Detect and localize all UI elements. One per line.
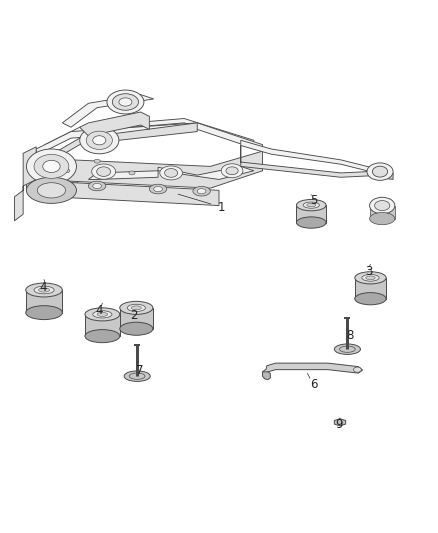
Ellipse shape <box>92 164 116 179</box>
Text: 5: 5 <box>310 194 318 207</box>
Ellipse shape <box>154 187 162 192</box>
Polygon shape <box>53 182 219 206</box>
Polygon shape <box>262 363 363 375</box>
Polygon shape <box>88 171 158 180</box>
Ellipse shape <box>372 166 388 177</box>
Text: 9: 9 <box>335 417 343 431</box>
Text: 4: 4 <box>39 281 46 294</box>
Ellipse shape <box>107 90 144 114</box>
Polygon shape <box>158 166 254 180</box>
Ellipse shape <box>97 167 111 176</box>
Text: 2: 2 <box>131 309 138 322</box>
Ellipse shape <box>34 286 54 294</box>
Ellipse shape <box>366 276 375 280</box>
Ellipse shape <box>165 168 178 177</box>
Ellipse shape <box>124 371 150 382</box>
Ellipse shape <box>85 308 120 321</box>
Ellipse shape <box>362 274 379 281</box>
Ellipse shape <box>34 155 69 179</box>
Polygon shape <box>80 112 149 136</box>
Ellipse shape <box>120 301 153 314</box>
Ellipse shape <box>37 183 66 198</box>
Ellipse shape <box>297 217 326 228</box>
Polygon shape <box>36 123 262 156</box>
Ellipse shape <box>303 202 319 208</box>
Polygon shape <box>53 123 197 160</box>
Ellipse shape <box>355 272 386 284</box>
Ellipse shape <box>370 197 395 214</box>
Ellipse shape <box>374 200 390 211</box>
Ellipse shape <box>127 304 145 311</box>
Ellipse shape <box>26 305 62 320</box>
Ellipse shape <box>226 167 238 175</box>
Polygon shape <box>334 419 346 426</box>
Polygon shape <box>26 290 62 313</box>
Ellipse shape <box>355 293 386 305</box>
Polygon shape <box>241 146 385 177</box>
Polygon shape <box>241 140 385 175</box>
Ellipse shape <box>160 166 183 180</box>
Polygon shape <box>36 151 262 188</box>
Text: 4: 4 <box>95 304 103 317</box>
Ellipse shape <box>129 171 135 175</box>
Polygon shape <box>355 278 386 298</box>
Text: 7: 7 <box>136 364 144 377</box>
Polygon shape <box>120 308 153 329</box>
Ellipse shape <box>113 94 138 110</box>
Ellipse shape <box>80 127 119 154</box>
Text: 3: 3 <box>365 265 373 278</box>
Ellipse shape <box>88 181 106 191</box>
Ellipse shape <box>93 136 106 145</box>
Polygon shape <box>14 147 36 221</box>
Ellipse shape <box>297 199 326 211</box>
Polygon shape <box>26 166 77 190</box>
Ellipse shape <box>193 187 210 196</box>
Ellipse shape <box>26 177 77 204</box>
Ellipse shape <box>221 164 243 177</box>
Ellipse shape <box>64 169 70 173</box>
Ellipse shape <box>94 159 100 163</box>
Ellipse shape <box>119 98 132 106</box>
Ellipse shape <box>334 344 360 354</box>
Ellipse shape <box>120 322 153 335</box>
Ellipse shape <box>370 213 395 225</box>
Polygon shape <box>297 205 326 223</box>
Polygon shape <box>62 94 154 127</box>
Ellipse shape <box>367 163 393 180</box>
Text: 1: 1 <box>217 201 225 214</box>
Ellipse shape <box>26 283 62 297</box>
Ellipse shape <box>85 329 120 343</box>
Polygon shape <box>376 171 393 180</box>
Ellipse shape <box>97 312 108 316</box>
Ellipse shape <box>307 204 316 207</box>
Ellipse shape <box>149 184 167 194</box>
Ellipse shape <box>26 149 77 184</box>
Polygon shape <box>85 314 120 336</box>
Ellipse shape <box>39 288 49 292</box>
Text: 6: 6 <box>310 377 318 391</box>
Polygon shape <box>262 372 270 379</box>
Ellipse shape <box>131 306 141 310</box>
Ellipse shape <box>43 160 60 173</box>
Ellipse shape <box>86 131 113 149</box>
Polygon shape <box>370 206 395 219</box>
Text: 8: 8 <box>346 329 353 342</box>
Ellipse shape <box>93 311 112 318</box>
Ellipse shape <box>197 189 206 194</box>
Ellipse shape <box>353 367 361 372</box>
Polygon shape <box>45 118 254 149</box>
Ellipse shape <box>93 183 102 189</box>
